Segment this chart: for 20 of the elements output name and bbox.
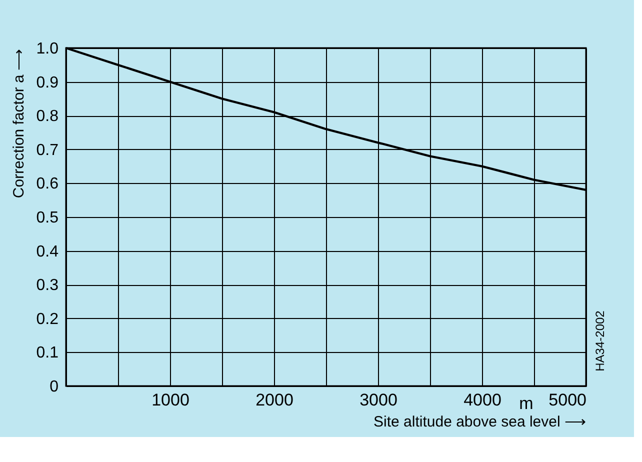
x-tick-label: 4000: [464, 390, 502, 410]
x-tick-label: 3000: [360, 390, 398, 410]
y-tick-label: 0.4: [36, 243, 59, 260]
text: HA34-2002: [593, 310, 607, 372]
y-tick-label: 0.7: [36, 142, 59, 159]
x-tick-label: 5000: [548, 390, 586, 410]
y-tick-label: 0.5: [36, 210, 59, 226]
y-axis-title: Correction factor a ⟶: [10, 48, 28, 198]
y-tick-label: 0.3: [36, 277, 59, 294]
text: m: [519, 394, 534, 413]
y-tick-label: 0.8: [36, 108, 59, 126]
y-tick-label: 0.6: [36, 176, 59, 193]
y-tick-label: 0.1: [36, 344, 59, 362]
x-tick-label: 1000: [152, 390, 190, 410]
x-axis-title: Site altitude above sea level ⟶: [374, 414, 586, 430]
x-tick-label: 2000: [256, 390, 294, 410]
y-tick-label: 0.9: [36, 74, 59, 92]
y-tick-label: 1.0: [36, 40, 59, 58]
y-tick-label: 0: [50, 378, 59, 396]
y-tick-label: 0.2: [36, 310, 59, 328]
